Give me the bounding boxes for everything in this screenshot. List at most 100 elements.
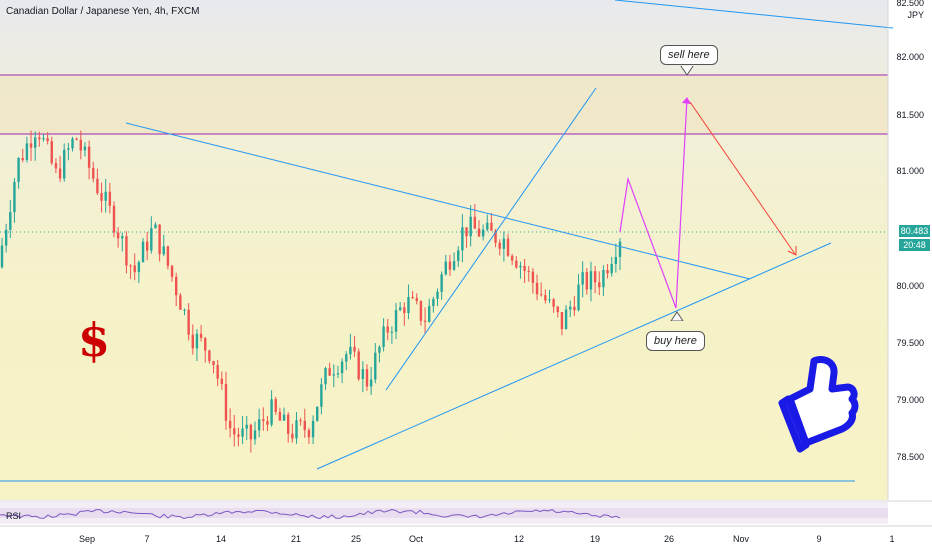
candle-body — [270, 399, 273, 425]
candle-body — [461, 227, 464, 251]
candle-body — [502, 238, 506, 249]
candle-body — [486, 222, 489, 230]
candle-body — [432, 298, 435, 307]
price-label: 82.500 — [896, 0, 924, 8]
price-label: 78.500 — [896, 452, 924, 462]
candle-body — [257, 419, 261, 431]
candle-body — [83, 146, 87, 151]
candle-body — [598, 282, 601, 288]
countdown-tag: 20:48 — [899, 239, 930, 251]
time-label: 25 — [350, 534, 362, 544]
candle-body — [490, 222, 493, 231]
candle-body — [162, 246, 165, 255]
candle-body — [589, 271, 593, 290]
currency-label: JPY — [907, 10, 924, 20]
candle-body — [137, 262, 141, 273]
candle-body — [104, 191, 107, 201]
candle-body — [262, 419, 265, 421]
candle-body — [67, 148, 70, 150]
candle-body — [506, 238, 510, 256]
time-label: 14 — [215, 534, 227, 544]
candle-body — [212, 361, 215, 366]
candle-body — [585, 272, 589, 290]
candle-body — [332, 374, 336, 376]
candle-body — [92, 167, 95, 179]
candle-body — [386, 326, 389, 333]
candle-body — [440, 274, 443, 292]
candle-body — [345, 354, 348, 362]
candle-body — [548, 299, 551, 301]
resistance-zone — [0, 75, 888, 134]
descending-trendline — [125, 122, 751, 280]
candle-body — [394, 310, 398, 332]
candle-body — [407, 297, 410, 314]
down-arrow-line — [689, 101, 796, 255]
candle-body — [121, 236, 124, 239]
candle-body — [556, 306, 559, 313]
candle-body — [311, 420, 315, 438]
rsi-label: RSI — [6, 511, 22, 521]
candle-body — [46, 138, 49, 142]
candle-body — [175, 276, 178, 296]
time-label: 19 — [589, 534, 601, 544]
time-label: 12 — [513, 534, 525, 544]
candle-body — [515, 260, 518, 268]
candle-body — [361, 369, 365, 380]
candle-body — [593, 271, 597, 283]
candle-body — [552, 299, 555, 307]
candle-body — [75, 138, 78, 140]
candle-body — [618, 241, 622, 257]
candle-body — [299, 420, 302, 422]
candle-body — [519, 265, 522, 268]
candlestick-series — [0, 130, 622, 453]
candle-body — [606, 269, 609, 274]
candle-body — [58, 168, 62, 179]
candle-body — [378, 346, 381, 353]
candle-body — [560, 312, 564, 330]
candle-body — [21, 157, 24, 161]
candle-body — [349, 346, 352, 355]
candle-body — [411, 297, 414, 299]
candle-body — [581, 272, 584, 285]
candle-body — [481, 229, 485, 237]
candle-body — [96, 178, 99, 194]
time-label: Oct — [408, 534, 424, 544]
candle-body — [452, 261, 456, 270]
candle-body — [494, 230, 497, 243]
candle-body — [573, 306, 576, 311]
candle-body — [154, 224, 157, 229]
candle-body — [266, 420, 269, 425]
candle-body — [336, 373, 340, 375]
candle-body — [436, 291, 439, 299]
rsi-line — [0, 508, 621, 520]
candle-body — [71, 138, 74, 149]
candle-body — [253, 430, 257, 440]
candle-body — [112, 205, 116, 233]
candle-body — [145, 241, 149, 251]
candle-body — [133, 265, 136, 273]
time-label: 21 — [290, 534, 302, 544]
top-trendline — [614, 0, 894, 29]
candle-body — [100, 193, 103, 201]
candle-body — [158, 224, 161, 255]
candle-body — [166, 246, 170, 266]
candle-body — [179, 295, 182, 310]
price-label: 80.000 — [896, 281, 924, 291]
candle-body — [191, 334, 194, 349]
down-arrow-head — [787, 246, 797, 256]
price-label: 81.000 — [896, 166, 924, 176]
candle-body — [428, 306, 431, 322]
candle-body — [4, 229, 8, 246]
candle-body — [274, 399, 277, 412]
candle-body — [316, 406, 319, 421]
candle-body — [531, 271, 535, 283]
time-label: 7 — [144, 534, 150, 544]
candle-body — [602, 269, 605, 288]
candle-body — [233, 428, 236, 435]
candle-body — [610, 264, 613, 274]
candle-body — [564, 309, 568, 330]
candle-body — [569, 306, 572, 310]
candle-body — [54, 163, 58, 169]
sell-callout: sell here — [660, 45, 718, 65]
